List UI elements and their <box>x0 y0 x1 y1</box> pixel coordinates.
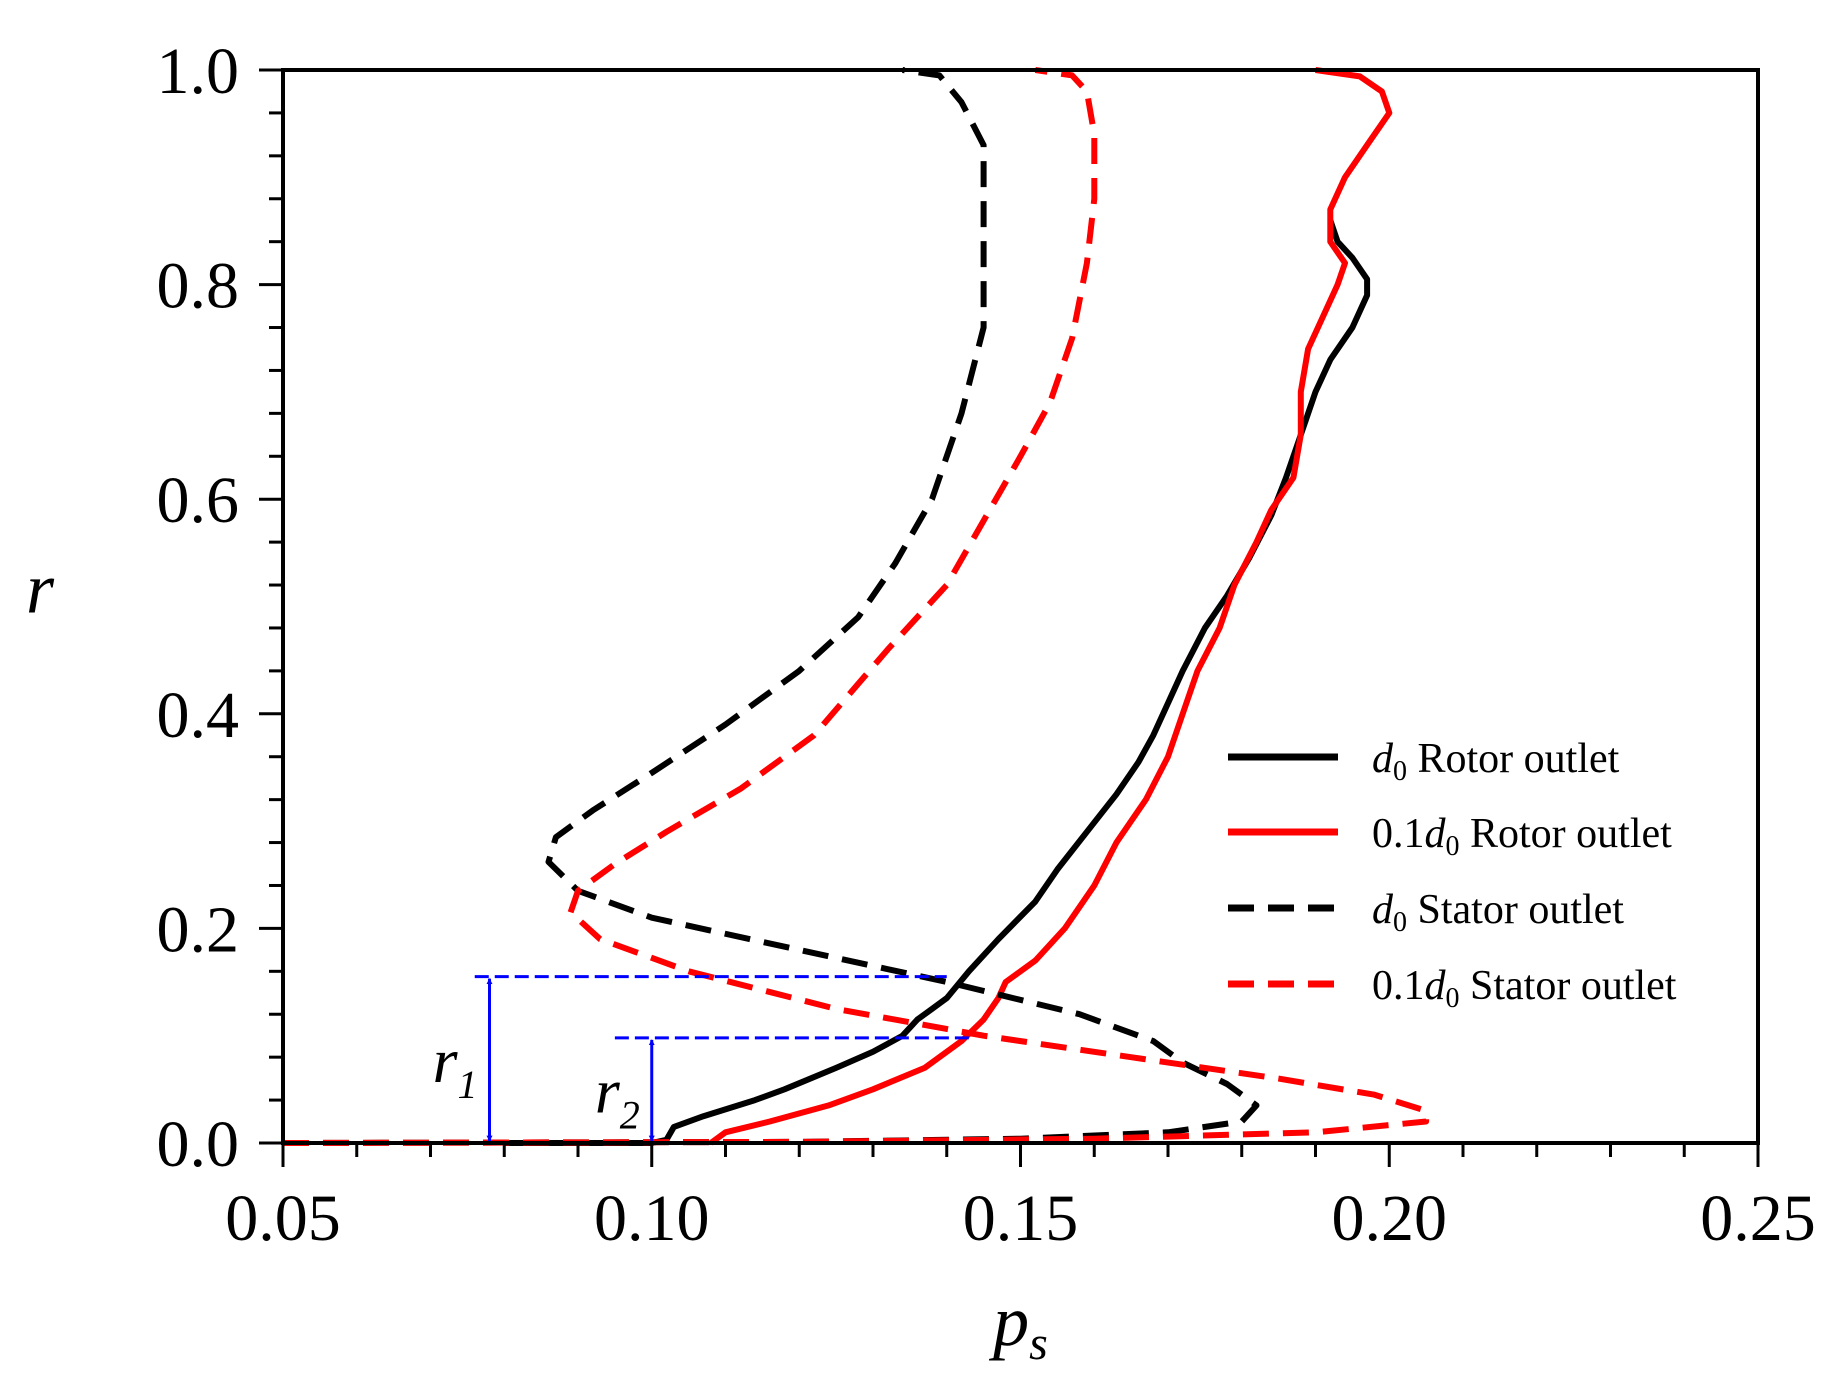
r1-label: r1 <box>433 1025 478 1107</box>
series-line-3 <box>283 67 1260 1146</box>
y-tick-label: 0.4 <box>157 679 240 752</box>
legend: d0 Rotor outlet 0.1d0 Rotor outlet d0 Stat… <box>1228 736 1677 1014</box>
axes: 0.05 0.10 0.15 0.20 0.25 0.0 0.2 0.4 0.6 0.8 1.0 ps… <box>26 35 1816 1370</box>
y-tick-label: 0.8 <box>157 250 240 323</box>
x-tick-label: 0.15 <box>963 1182 1079 1255</box>
y-tick-label: 0.6 <box>157 464 240 537</box>
x-tick-label: 0.05 <box>225 1182 341 1255</box>
plot-area <box>283 67 1430 1146</box>
y-tick-label: 0.2 <box>157 893 240 966</box>
y-tick-label: 1.0 <box>157 35 240 108</box>
series-line-1 <box>504 219 1371 1146</box>
y-tick-label: 0.0 <box>157 1108 240 1181</box>
legend-label-4: 0.1d0 Stator outlet <box>1372 963 1677 1014</box>
y-axis-label: r <box>26 549 55 629</box>
x-tick-label: 0.20 <box>1332 1182 1448 1255</box>
legend-label-1: d0 Rotor outlet <box>1372 736 1620 787</box>
x-tick-label: 0.10 <box>594 1182 710 1255</box>
x-tick-label: 0.25 <box>1700 1182 1816 1255</box>
series-line-2 <box>709 67 1393 1146</box>
legend-label-3: d0 Stator outlet <box>1372 887 1624 938</box>
series-line-4 <box>283 67 1430 1146</box>
legend-label-2: 0.1d0 Rotor outlet <box>1372 811 1672 862</box>
r2-label: r2 <box>595 1055 640 1137</box>
x-axis-label: ps <box>988 1281 1048 1370</box>
annotations: r1 r2 <box>433 975 969 1142</box>
